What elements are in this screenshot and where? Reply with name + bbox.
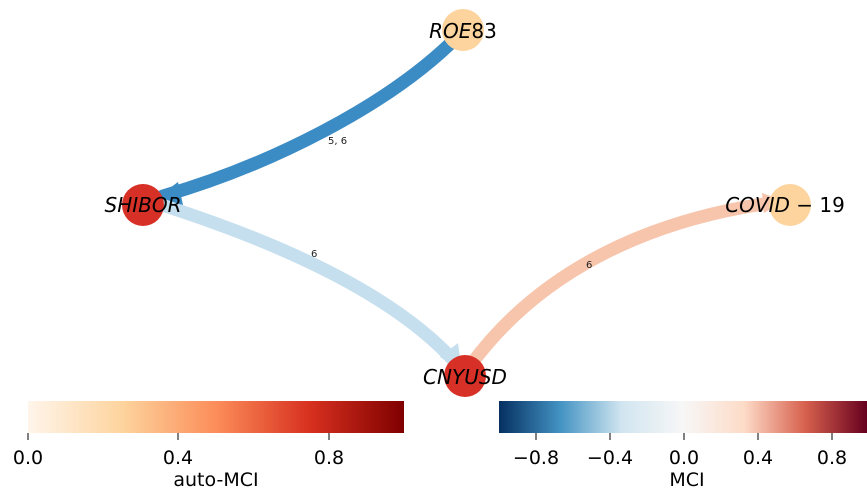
nodes-layer [122, 9, 811, 397]
auto-mci-tick-label-1: 0.4 [163, 447, 193, 469]
node-cnyusd [444, 355, 486, 397]
node-covid [769, 184, 811, 226]
mci-tick-label-4: 0.8 [817, 447, 847, 469]
node-label-shibor-italic: SHIBOR [105, 193, 182, 217]
mci-colorbar: −0.8 −0.4 0.0 0.4 0.8 MCI [499, 401, 867, 490]
node-label-shibor: SHIBOR [105, 193, 182, 217]
mci-colorbar-title: MCI [669, 469, 704, 490]
edge-covid-cnyusd [463, 196, 777, 373]
auto-mci-colorbar: 0.0 0.4 0.8 auto-MCI [13, 401, 404, 490]
edge-shibor-cnyusd [158, 199, 462, 369]
edge-label-shibor-cnyusd: 6 [311, 249, 317, 260]
edges-layer: 5, 6 6 6 [155, 29, 784, 373]
edge-label-roe-shibor: 5, 6 [328, 136, 347, 147]
auto-mci-colorbar-title: auto-MCI [173, 469, 258, 490]
node-label-roe-rest: 83 [471, 19, 496, 43]
mci-colorbar-bar [499, 401, 867, 433]
edge-label-covid-cnyusd: 6 [586, 260, 592, 271]
node-label-covid-rest: − 19 [790, 193, 845, 217]
node-label-roe-italic: ROE [429, 19, 472, 43]
node-label-covid: COVID − 19 [725, 193, 845, 217]
auto-mci-colorbar-bar [28, 401, 404, 433]
mci-tick-label-3: 0.4 [743, 447, 773, 469]
node-label-roe: ROE83 [429, 19, 497, 43]
node-label-cnyusd-italic: CNYUSD [423, 365, 507, 389]
node-shibor [122, 184, 164, 226]
mci-tick-label-1: −0.4 [587, 447, 633, 469]
edge-roe-shibor [156, 29, 465, 203]
auto-mci-tick-label-2: 0.8 [314, 447, 344, 469]
node-label-cnyusd: CNYUSD [423, 365, 507, 389]
mci-tick-label-0: −0.8 [513, 447, 559, 469]
node-roe [442, 9, 484, 51]
mci-tick-label-2: 0.0 [669, 447, 699, 469]
node-label-covid-italic: COVID [725, 193, 790, 217]
node-labels-layer: ROE83 SHIBOR CNYUSD COVID − 19 [105, 19, 845, 389]
auto-mci-tick-label-0: 0.0 [13, 447, 43, 469]
